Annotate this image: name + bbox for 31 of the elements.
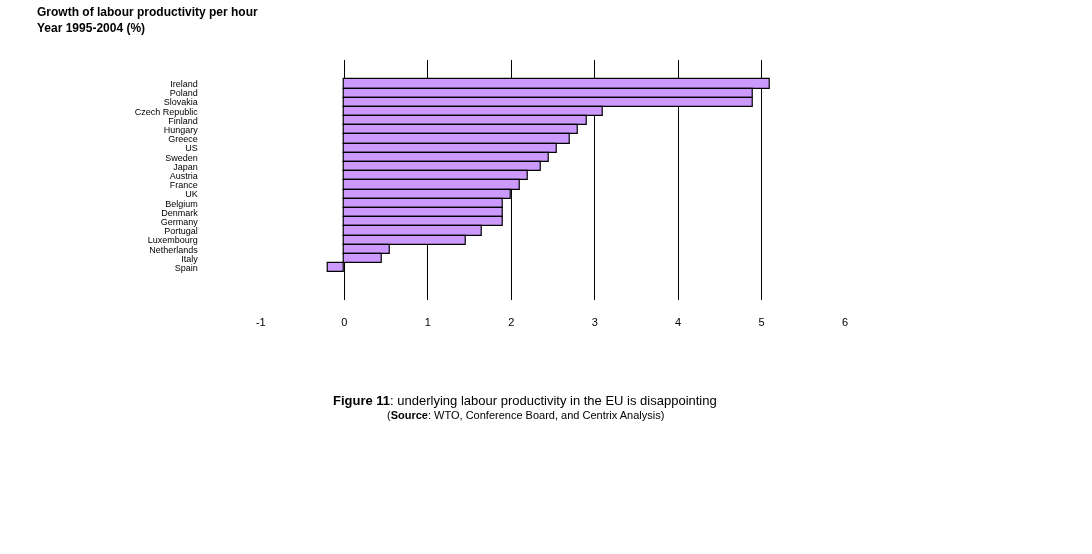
y-tick-label: Germany	[160, 216, 199, 227]
y-tick-label: Netherlands	[149, 244, 199, 255]
x-tick-label: 3	[591, 316, 598, 328]
y-tick-label: Belgium	[165, 198, 198, 209]
x-tick-label: -1	[255, 316, 266, 328]
y-tick-label: Portugal	[164, 226, 198, 237]
y-tick-label: US	[185, 143, 198, 154]
y-tick-label: UK	[185, 189, 198, 200]
y-tick-label: Hungary	[163, 125, 199, 136]
y-tick-label: Slovakia	[163, 97, 198, 108]
y-tick-label: Italy	[181, 253, 199, 264]
y-tick-label: Greece	[168, 134, 198, 145]
y-tick-label: Spain	[174, 262, 198, 273]
y-tick-label: France	[169, 180, 198, 191]
y-tick-label: Finland	[168, 115, 198, 126]
y-tick-label: Poland	[169, 88, 198, 99]
x-tick-label: 5	[758, 316, 765, 328]
x-tick-label: 0	[341, 316, 348, 328]
y-tick-label: Denmark	[161, 207, 199, 218]
y-tick-label: Sweden	[165, 152, 198, 163]
y-tick-label: Japan	[173, 161, 198, 172]
y-tick-label: Czech Republic	[134, 106, 199, 117]
text: Growth of labour productivity per hour Year 1995-2004 (%)	[37, 5, 258, 35]
y-tick-label: Ireland	[170, 79, 198, 90]
x-tick-label: 4	[675, 316, 682, 328]
x-tick-label: 1	[424, 316, 431, 328]
caption: Figure 11: underlying labour productivity in the EU is disappointing	[333, 393, 717, 408]
text: (Source: WTO, Conference Board, and Centrix Analysis)	[387, 409, 665, 421]
x-tick-label: 2	[508, 316, 515, 328]
x-tick-label: 6	[842, 316, 849, 328]
y-tick-label: Austria	[169, 171, 198, 182]
